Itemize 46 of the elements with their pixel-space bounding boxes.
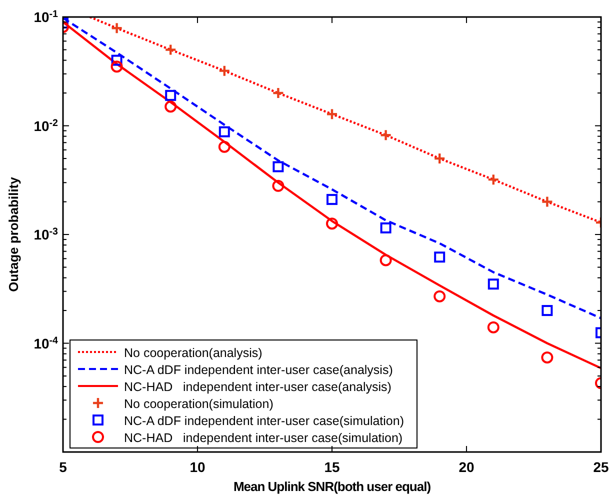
x-tick-label: 15 — [324, 459, 340, 475]
legend-label: No cooperation(analysis) — [124, 346, 262, 360]
point — [110, 60, 123, 73]
point — [218, 126, 230, 138]
point — [326, 194, 338, 205]
point — [272, 180, 284, 192]
legend-label: NC-HAD independent inter-user case(simulation) — [124, 431, 403, 445]
x-tick-label: 5 — [59, 459, 68, 475]
y-axis-title: Outage probability — [6, 176, 21, 292]
point — [164, 44, 177, 56]
x-tick-label: 25 — [593, 459, 609, 475]
point — [218, 64, 230, 77]
line-series — [88, 17, 601, 224]
point — [487, 173, 500, 186]
point — [380, 129, 392, 142]
point — [165, 90, 176, 101]
point — [434, 252, 446, 263]
point — [434, 152, 446, 165]
y-tick-label: 10$^{-1}$ — [34, 8, 59, 25]
legend-label: NC-A dDF independent inter-user case(simulation) — [124, 414, 404, 428]
y-tick-label: 10$^{-2}$ — [34, 117, 59, 134]
legend-label: NC-HAD independent inter-user case(analysis) — [124, 380, 392, 394]
line-series — [63, 17, 601, 320]
point — [541, 196, 554, 208]
point — [326, 108, 338, 120]
point — [487, 321, 500, 334]
point — [488, 278, 499, 290]
x-tick-label: 10 — [190, 459, 206, 475]
x-tick-label: 20 — [458, 459, 474, 475]
x-axis-title: Mean Uplink SNR(both user equal) — [233, 479, 431, 494]
point — [110, 22, 123, 34]
point — [434, 290, 446, 302]
point — [111, 54, 122, 66]
point — [541, 351, 554, 364]
point — [164, 100, 177, 113]
point — [326, 218, 338, 230]
point — [272, 86, 284, 100]
legend-label: NC-A dDF independent inter-user case(analysis) — [124, 363, 393, 377]
point — [542, 305, 553, 316]
point — [380, 222, 392, 234]
point — [380, 254, 392, 266]
point — [272, 161, 284, 172]
point — [218, 140, 230, 153]
y-tick-label: 10$^{-3}$ — [34, 226, 59, 242]
y-tick-label: 10$^{-4}$ — [34, 334, 59, 352]
legend-label: No cooperation(simulation) — [124, 397, 274, 411]
